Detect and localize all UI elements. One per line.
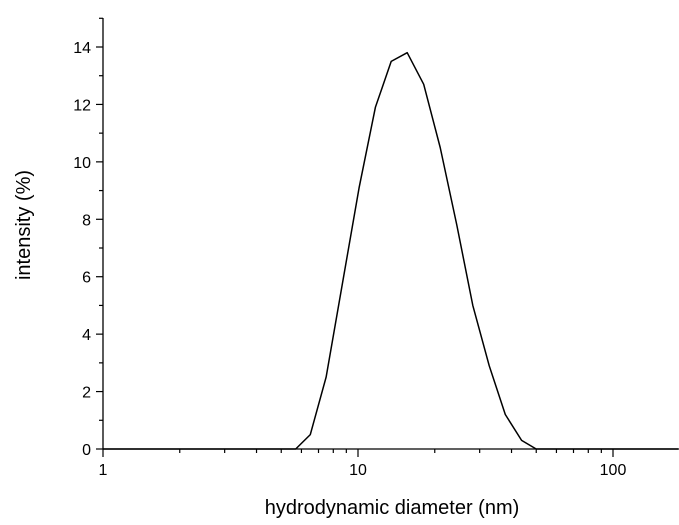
series-line (103, 51, 679, 450)
x-tick-label: 1 (99, 462, 108, 479)
y-tick-label: 4 (82, 327, 91, 344)
y-tick-label: 2 (82, 385, 91, 402)
y-tick-label: 6 (82, 270, 91, 287)
y-tick-label: 8 (82, 212, 91, 229)
x-tick-label: 100 (600, 462, 627, 479)
x-axis-label: hydrodynamic diameter (nm) (265, 497, 520, 519)
series (103, 51, 679, 450)
y-tick-label: 12 (73, 97, 91, 114)
y-tick-label: 10 (73, 155, 91, 172)
ticks: 0 2 4 6 8 10 12 14 1 10 100 (73, 17, 627, 479)
x-tick-label: 10 (349, 462, 367, 479)
axes (102, 18, 679, 450)
y-tick-label: 14 (73, 40, 91, 57)
y-axis-label: intensity (%) (13, 170, 35, 280)
y-tick-label: 0 (82, 442, 91, 459)
